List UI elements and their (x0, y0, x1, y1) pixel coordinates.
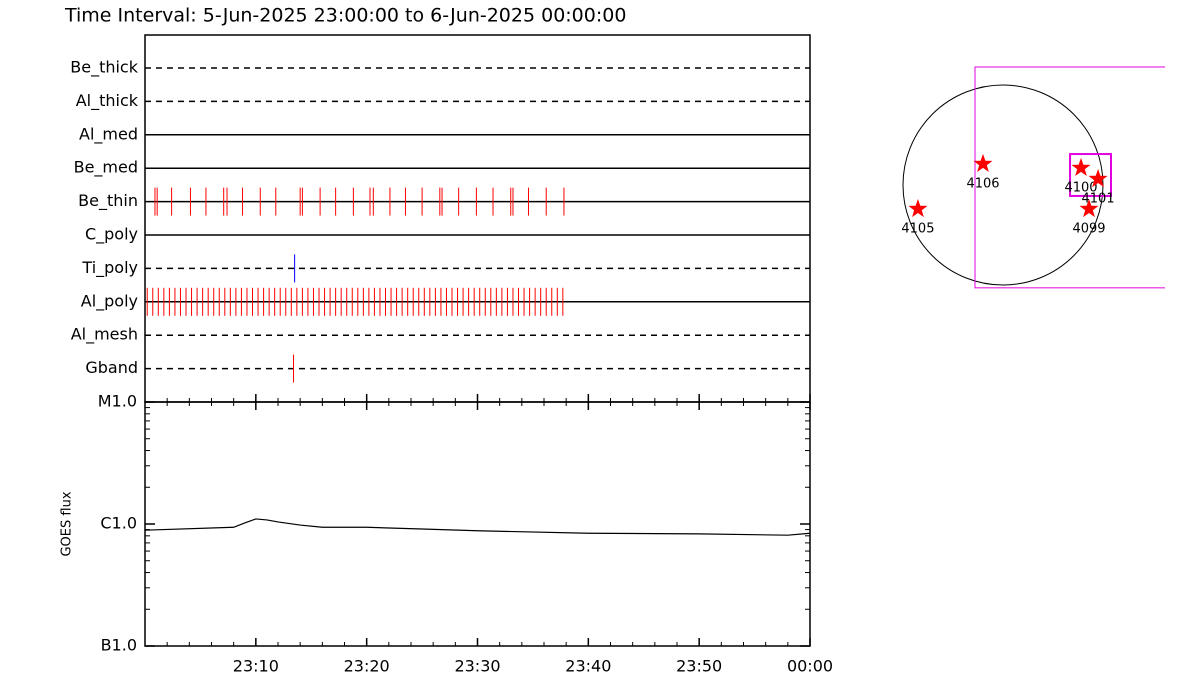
fov-box (974, 66, 1165, 289)
region-marker (973, 153, 993, 172)
y-tick-label: C1.0 (100, 514, 137, 533)
region-marker (1088, 169, 1108, 188)
row-label: Be_thin (78, 191, 138, 211)
region-label: 4105 (901, 222, 934, 237)
region-marker (908, 199, 928, 218)
plot-frame (144, 34, 811, 403)
row-label: Al_mesh (71, 325, 138, 345)
region-label: 4106 (966, 176, 999, 191)
row-label: Be_med (74, 158, 138, 178)
region-label: 4101 (1082, 192, 1115, 207)
row-label: Al_poly (81, 291, 138, 311)
plot-frame (144, 401, 811, 647)
row-label: Ti_poly (81, 258, 138, 278)
x-tick-label: 23:50 (676, 657, 722, 676)
x-tick-label: 00:00 (787, 657, 833, 676)
x-tick-label: 23:10 (233, 657, 279, 676)
chart-title: Time Interval: 5-Jun-2025 23:00:00 to 6-… (64, 5, 626, 27)
row-label: Al_thick (76, 91, 139, 111)
row-label: Al_med (79, 124, 138, 144)
row-label: C_poly (85, 225, 138, 245)
region-marker (1079, 199, 1099, 218)
x-tick-label: 23:30 (454, 657, 500, 676)
x-tick-label: 23:40 (565, 657, 611, 676)
region-marker (1071, 157, 1091, 176)
region-label: 4099 (1072, 222, 1105, 237)
y-axis-label: GOES flux (60, 491, 75, 556)
fov-box (1069, 153, 1112, 197)
x-tick-label: 23:20 (344, 657, 390, 676)
region-label: 4100 (1064, 180, 1097, 195)
y-tick-label: M1.0 (98, 392, 137, 411)
row-label: Gband (85, 358, 138, 377)
row-label: Be_thick (70, 58, 138, 78)
y-tick-label: B1.0 (101, 636, 137, 655)
goes-line (144, 518, 811, 536)
